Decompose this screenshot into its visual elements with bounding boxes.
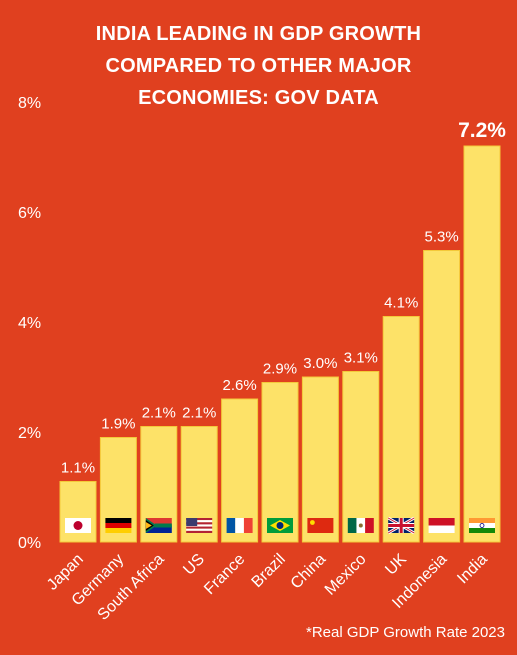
- y-tick-label: 0%: [18, 535, 41, 552]
- y-tick-label: 8%: [18, 95, 41, 112]
- y-tick-label: 2%: [18, 425, 41, 442]
- indonesia-flag-icon: [428, 518, 455, 533]
- india-flag-icon: [469, 518, 495, 533]
- mexico-flag-icon: [347, 518, 374, 533]
- x-tick-label: Brazil: [249, 551, 289, 591]
- data-label: 2.1%: [142, 405, 176, 422]
- china-flag-icon: [307, 518, 334, 533]
- bar-brazil: [261, 382, 299, 543]
- france-flag-icon: [226, 518, 253, 533]
- bar-uk: [382, 316, 420, 543]
- x-tick-label: Mexico: [322, 551, 370, 599]
- footnote: *Real GDP Growth Rate 2023: [306, 624, 505, 641]
- brazil-flag-icon: [267, 518, 293, 533]
- chart-title: INDIA LEADING IN GDP GROWTH COMPARED TO …: [0, 18, 517, 114]
- y-tick-label: 4%: [18, 315, 41, 332]
- data-label: 7.2%: [458, 119, 506, 142]
- data-label: 1.9%: [101, 416, 135, 433]
- us-flag-icon: [186, 518, 213, 533]
- bar-indonesia: [423, 250, 461, 543]
- chart-title-line-2: COMPARED TO OTHER MAJOR: [105, 55, 412, 77]
- data-label: 2.1%: [182, 405, 216, 422]
- data-label: 2.9%: [263, 361, 297, 378]
- germany-flag-icon: [105, 518, 132, 533]
- data-label: 5.3%: [424, 229, 458, 246]
- bar-mexico: [342, 371, 380, 543]
- data-label: 4.1%: [384, 295, 418, 312]
- x-tick-label: UK: [382, 551, 410, 579]
- x-tick-label: US: [180, 551, 208, 579]
- chart-title-line-3: ECONOMIES: GOV DATA: [138, 87, 379, 109]
- chart-title-line-1: INDIA LEADING IN GDP GROWTH: [95, 23, 422, 45]
- japan-flag-icon: [65, 518, 91, 533]
- x-tick-label: France: [201, 551, 248, 598]
- data-label: 3.0%: [303, 355, 337, 372]
- bar-india: [463, 145, 501, 543]
- south-africa-flag-icon: [145, 518, 172, 533]
- y-tick-label: 6%: [18, 205, 41, 222]
- data-label: 1.1%: [61, 460, 95, 477]
- data-label: 3.1%: [344, 350, 378, 367]
- data-label: 2.6%: [222, 377, 256, 394]
- x-tick-label: India: [454, 551, 491, 588]
- bar-china: [301, 376, 339, 543]
- uk-flag-icon: [387, 516, 415, 535]
